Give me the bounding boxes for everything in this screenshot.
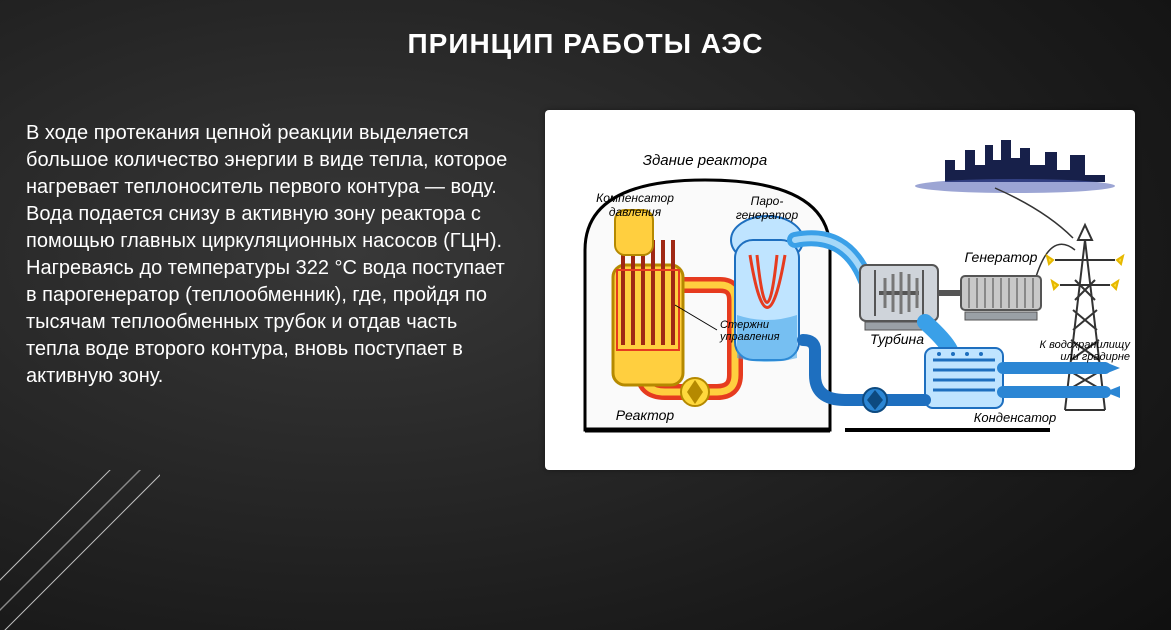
- power-line: [995, 188, 1075, 280]
- label-control-rods-l1: Стержни: [720, 319, 769, 331]
- exhaust-steam-pipe: [925, 322, 950, 350]
- electric-generator: [961, 276, 1041, 320]
- label-reservoir-l2: или градирне: [1060, 351, 1130, 363]
- corner-accent-icon: [0, 470, 160, 630]
- label-pressurizer-l2: давления: [609, 205, 662, 219]
- label-building: Здание реактора: [643, 152, 767, 169]
- label-pressurizer-l1: Компенсатор: [596, 191, 674, 205]
- pylon-icon: [1047, 225, 1123, 410]
- label-turbine: Турбина: [870, 331, 924, 347]
- label-control-rods-l2: управления: [719, 331, 780, 343]
- label-condenser: Конденсатор: [974, 410, 1057, 425]
- npp-diagram-svg: Здание реактора Компенсатор давления Пар…: [545, 110, 1135, 470]
- condenser: [925, 348, 1003, 408]
- label-reservoir-l1: К водохранилищу: [1040, 339, 1132, 351]
- slide: ПРИНЦИП РАБОТЫ АЭС В ходе протекания цеп…: [0, 0, 1171, 630]
- primary-pump-icon: [681, 378, 709, 406]
- label-generator: Генератор: [965, 249, 1038, 265]
- slide-title: ПРИНЦИП РАБОТЫ АЭС: [0, 28, 1171, 60]
- city-skyline-icon: [915, 140, 1115, 193]
- label-steamgen-l1: Паро-: [751, 194, 784, 208]
- label-reactor: Реактор: [616, 407, 675, 423]
- label-steamgen-l2: генератор: [736, 208, 799, 222]
- npp-diagram: Здание реактора Компенсатор давления Пар…: [545, 110, 1135, 470]
- slide-body-text: В ходе протекания цепной реакции выделяе…: [26, 120, 516, 390]
